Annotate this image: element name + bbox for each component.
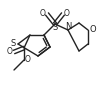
Text: N: N: [64, 22, 71, 31]
Text: O: O: [40, 8, 46, 17]
Text: S: S: [10, 39, 15, 48]
Text: S: S: [52, 23, 57, 31]
Text: O: O: [64, 8, 69, 17]
Text: O: O: [25, 55, 31, 64]
Text: O: O: [89, 25, 95, 34]
Text: O: O: [6, 47, 12, 56]
